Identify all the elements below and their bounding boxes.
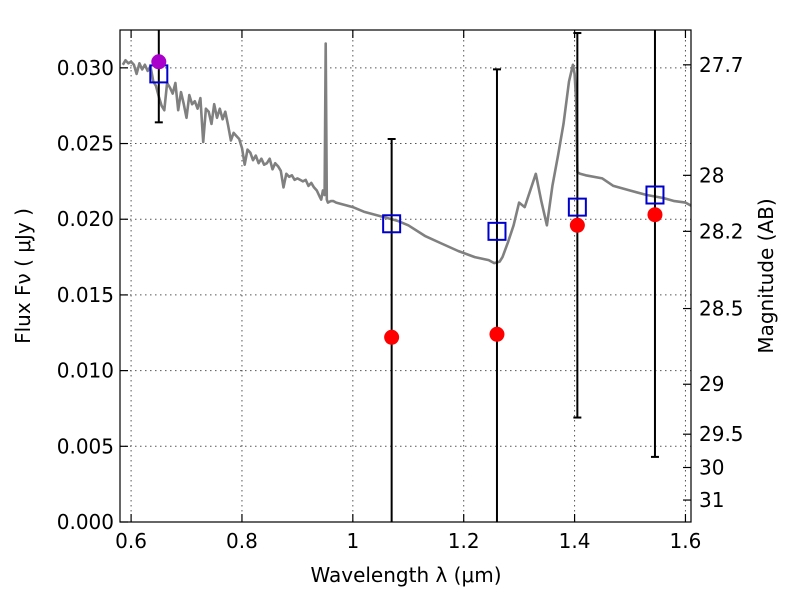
error-bars [154,30,659,522]
y2-tick-label: 31 [699,488,724,512]
square-marker [567,197,587,217]
circle-marker [489,326,505,342]
plot-frame [119,29,692,523]
y-axis-label: Flux Fν ( μJy ) [11,208,35,344]
y2-tick-label: 29.5 [699,422,744,446]
y2-tick-label: 29 [699,372,724,396]
y2-tick-label: 28 [699,163,724,187]
x-tick-label: 1 [346,529,359,553]
y-tick-label: 0.020 [57,207,114,231]
data-points [149,54,665,345]
x-tick-label: 1.4 [559,529,591,553]
x-tick-label: 1.6 [670,529,702,553]
y-tick-label: 0.010 [57,359,114,383]
y2-tick-label: 28.5 [699,297,744,321]
x-axis-label: Wavelength λ (μm) [310,563,501,587]
x-tick-label: 1.2 [448,529,480,553]
circle-marker [647,207,663,223]
square-marker [487,221,507,241]
y2-tick-label: 30 [699,456,724,480]
y-tick-label: 0.030 [57,56,114,80]
y2-tick-label: 28.2 [699,219,744,243]
circle-marker [384,329,400,345]
circle-marker [151,54,167,70]
y2-tick-label: 27.7 [699,53,744,77]
square-marker [645,185,665,205]
spectrum-line [121,42,691,265]
y-tick-label: 0.025 [57,132,114,156]
circle-marker [569,217,585,233]
y-tick-label: 0.000 [57,510,114,534]
y-tick-label: 0.015 [57,283,114,307]
square-marker [382,214,402,234]
model-spectrum [121,42,691,265]
x-tick-label: 0.8 [226,529,258,553]
y2-axis-label: Magnitude (AB) [754,198,778,353]
axes: 0.6 0.8 1 1.2 1.4 1.6 0.000 0.005 0.010 0.015 0.02… [57,30,744,553]
grid [120,30,691,522]
x-tick-label: 0.6 [115,529,147,553]
y-tick-label: 0.005 [57,434,114,458]
